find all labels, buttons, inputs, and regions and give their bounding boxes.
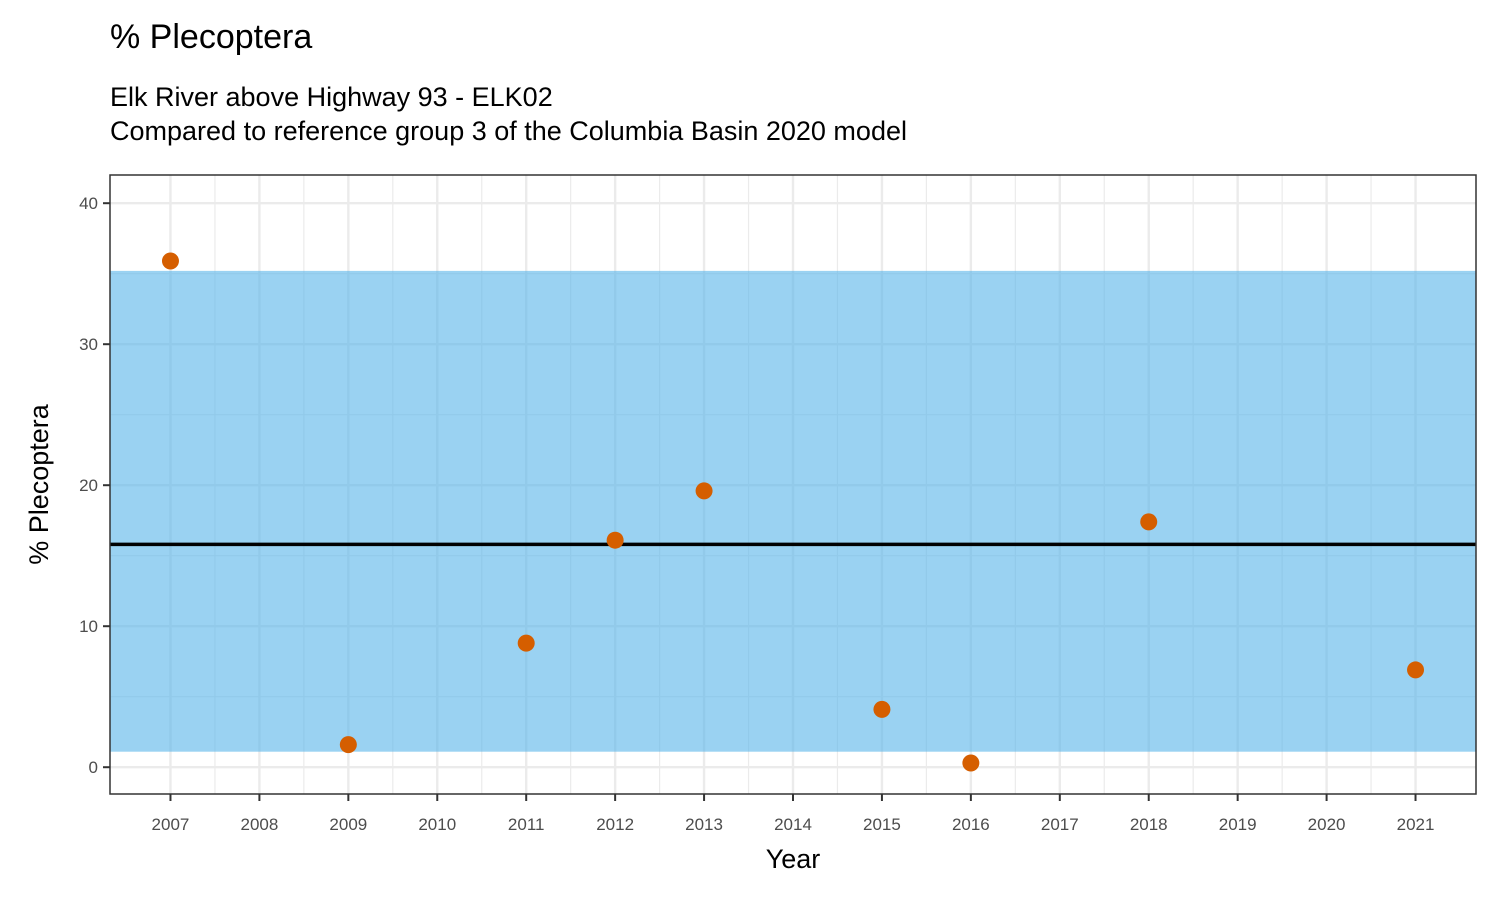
x-tick-label: 2015: [863, 815, 901, 834]
reference-band: [110, 270, 1476, 752]
chart-title: % Plecoptera: [110, 18, 313, 56]
axes-layer: 2007 2008 2009 2010 2011 2012 2013 2014 2015 2016…: [79, 194, 1434, 834]
data-point: [1140, 513, 1158, 531]
x-axis-title: Year: [766, 844, 821, 874]
x-tick-label: 2020: [1308, 815, 1346, 834]
x-tick-label: 2016: [952, 815, 990, 834]
points-layer: [161, 252, 1425, 772]
y-tick-label: 20: [79, 476, 98, 495]
x-tick-label: 2019: [1219, 815, 1257, 834]
x-tick-label: 2014: [774, 815, 812, 834]
y-tick-label: 0: [89, 758, 98, 777]
x-tick-label: 2017: [1041, 815, 1079, 834]
data-point: [962, 754, 980, 772]
data-point: [1407, 661, 1425, 679]
data-point: [517, 634, 535, 652]
y-tick-label: 40: [79, 194, 98, 213]
y-axis-title: % Plecoptera: [24, 403, 54, 565]
data-point: [339, 736, 357, 754]
x-tick-label: 2007: [152, 815, 190, 834]
x-tick-label: 2021: [1397, 815, 1435, 834]
chart-subtitle-line-2: Compared to reference group 3 of the Col…: [110, 116, 907, 146]
x-tick-label: 2012: [596, 815, 634, 834]
data-point: [873, 700, 891, 718]
y-tick-label: 30: [79, 335, 98, 354]
data-point: [161, 252, 179, 270]
x-tick-label: 2009: [329, 815, 367, 834]
x-tick-label: 2011: [508, 815, 545, 834]
data-point: [695, 482, 713, 500]
x-tick-label: 2013: [685, 815, 723, 834]
x-tick-label: 2010: [418, 815, 456, 834]
data-point: [606, 531, 624, 549]
chart-subtitle-line-1: Elk River above Highway 93 - ELK02: [110, 82, 553, 112]
x-tick-label: 2008: [240, 815, 278, 834]
y-tick-label: 10: [79, 617, 98, 636]
x-tick-label: 2018: [1130, 815, 1168, 834]
